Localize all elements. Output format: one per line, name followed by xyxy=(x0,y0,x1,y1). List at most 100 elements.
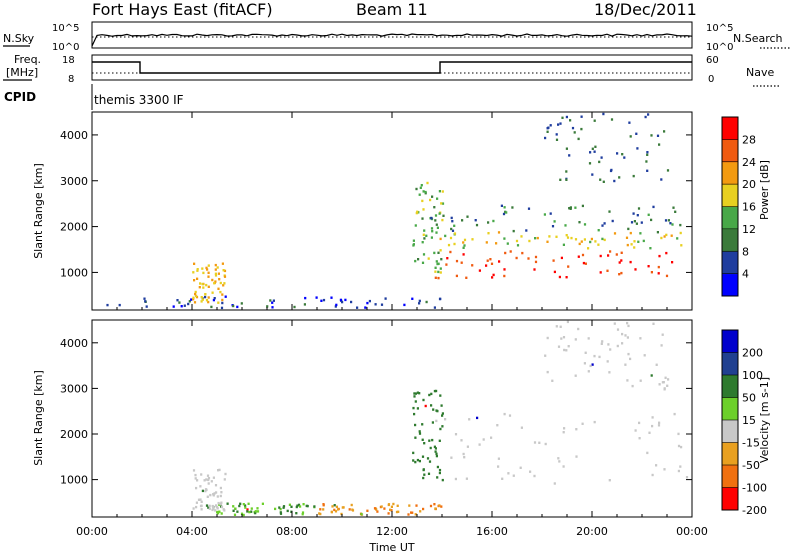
power-point xyxy=(341,300,344,304)
velocity-point xyxy=(439,394,442,397)
power-point xyxy=(660,236,663,240)
velocity-point xyxy=(422,398,425,402)
power-point xyxy=(557,123,560,126)
velocity-point xyxy=(503,412,506,416)
noise-left-tick-top: 10^5 xyxy=(52,23,79,34)
velocity-point xyxy=(238,504,241,508)
velocity-point xyxy=(533,474,536,478)
power-ylabel: Slant Range [km] xyxy=(32,163,45,259)
velocity-point xyxy=(408,504,411,507)
power-point xyxy=(511,206,514,209)
power-point xyxy=(187,302,190,306)
power-point xyxy=(515,256,518,260)
power-point xyxy=(649,247,652,250)
power-point xyxy=(597,243,600,246)
power-point xyxy=(193,301,197,304)
y-tick-label: 4000 xyxy=(60,337,88,350)
velocity-point xyxy=(296,504,299,507)
power-point xyxy=(674,210,677,213)
power-point xyxy=(528,239,531,243)
power-point xyxy=(647,213,650,216)
velocity-point xyxy=(333,508,336,512)
power-point xyxy=(205,283,208,287)
velocity-point xyxy=(207,506,210,509)
velocity-point xyxy=(204,488,208,491)
power-point xyxy=(656,134,660,137)
power-point xyxy=(580,115,583,118)
velocity-point xyxy=(215,491,218,494)
velocity-point xyxy=(242,513,245,517)
velocity-point xyxy=(366,509,369,512)
velocity-point xyxy=(319,508,322,511)
velocity-point xyxy=(651,473,654,477)
velocity-point xyxy=(501,477,504,480)
velocity-point xyxy=(546,336,549,340)
velocity-point xyxy=(544,354,547,357)
power-point xyxy=(486,259,489,262)
velocity-point xyxy=(460,439,463,442)
x-tick-label: 04:00 xyxy=(176,525,208,538)
velocity-point xyxy=(558,460,561,463)
power-point xyxy=(503,268,506,271)
velocity-point xyxy=(560,337,563,340)
power-point xyxy=(217,301,220,304)
power-point xyxy=(555,138,559,141)
colorbar-swatch xyxy=(722,375,738,398)
velocity-point xyxy=(508,414,512,417)
velocity-point xyxy=(279,512,283,515)
velocity-point xyxy=(415,504,418,507)
x-tick-label: 00:00 xyxy=(76,525,108,538)
power-point xyxy=(206,268,209,271)
velocity-point xyxy=(301,513,304,516)
velocity-point xyxy=(218,503,221,507)
velocity-point xyxy=(254,511,257,515)
power-point xyxy=(676,237,679,240)
noise-right-tick-bottom: 10^0 xyxy=(706,42,733,53)
velocity-point xyxy=(440,404,443,407)
power-point xyxy=(143,297,146,300)
y-tick-label: 2000 xyxy=(60,221,88,234)
velocity-point xyxy=(242,503,245,506)
power-point xyxy=(440,202,443,205)
colorbar-tick-label: 28 xyxy=(742,133,756,146)
velocity-point xyxy=(218,510,221,513)
velocity-point xyxy=(557,345,561,348)
power-point xyxy=(266,305,269,308)
velocity-point xyxy=(208,504,211,508)
beam-title: Beam 11 xyxy=(356,0,428,19)
power-point xyxy=(618,273,621,276)
power-point xyxy=(551,225,555,228)
power-point xyxy=(478,269,481,272)
power-point xyxy=(544,136,547,140)
velocity-point xyxy=(598,355,601,359)
power-point xyxy=(145,305,148,308)
velocity-point xyxy=(575,428,578,431)
colorbar-tick-label: 12 xyxy=(742,223,756,236)
velocity-point xyxy=(414,392,418,395)
velocity-point xyxy=(490,436,493,439)
velocity-point xyxy=(201,489,204,493)
velocity-point xyxy=(278,506,281,509)
power-point xyxy=(515,239,519,243)
nave-tick-bottom: 0 xyxy=(708,74,714,85)
velocity-point xyxy=(438,439,441,442)
colorbar-swatch xyxy=(722,420,738,443)
power-point xyxy=(172,305,175,308)
power-point xyxy=(665,251,668,255)
velocity-point xyxy=(414,423,417,427)
velocity-point xyxy=(497,465,500,468)
power-point xyxy=(640,221,643,224)
velocity-point xyxy=(434,507,437,510)
power-point xyxy=(621,153,624,156)
velocity-point xyxy=(559,325,562,328)
power-point xyxy=(598,160,601,164)
velocity-point xyxy=(261,502,264,505)
velocity-point xyxy=(254,510,257,513)
velocity-point xyxy=(297,503,301,507)
power-point xyxy=(577,255,580,258)
velocity-point xyxy=(433,503,436,506)
power-point xyxy=(335,303,338,307)
velocity-point xyxy=(240,512,244,515)
velocity-point xyxy=(646,451,649,455)
velocity-point xyxy=(422,507,425,511)
